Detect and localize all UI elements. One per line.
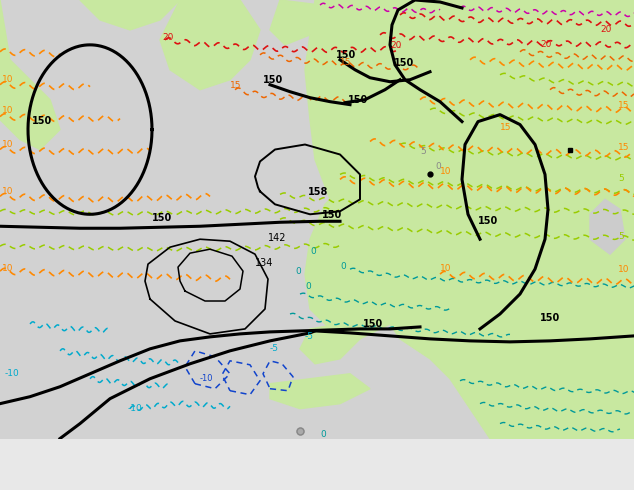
Text: 150: 150 (336, 50, 356, 60)
Text: 10: 10 (2, 75, 13, 84)
Polygon shape (160, 0, 260, 90)
Polygon shape (495, 229, 525, 259)
Polygon shape (270, 374, 370, 409)
Text: ©weatheronline.co.uk: ©weatheronline.co.uk (456, 475, 581, 485)
Polygon shape (300, 324, 360, 364)
Text: 134: 134 (255, 258, 273, 268)
Polygon shape (305, 170, 445, 339)
Text: 15: 15 (500, 122, 512, 132)
Text: 150: 150 (152, 213, 172, 223)
Text: 15: 15 (618, 100, 630, 110)
Text: -10: -10 (200, 374, 214, 383)
Text: 158: 158 (308, 187, 328, 197)
Text: 0: 0 (320, 430, 326, 439)
Text: 10: 10 (2, 106, 13, 115)
Text: 15: 15 (230, 81, 242, 90)
Text: Sa 01-06-2024 06:00 UTC (06+24): Sa 01-06-2024 06:00 UTC (06+24) (355, 453, 576, 466)
Text: 10: 10 (2, 264, 13, 273)
Polygon shape (305, 0, 634, 439)
Polygon shape (520, 195, 570, 249)
Text: 15: 15 (340, 58, 351, 67)
Text: 5: 5 (618, 174, 624, 183)
Text: 10: 10 (440, 168, 451, 176)
Text: 15: 15 (618, 143, 630, 151)
Polygon shape (365, 0, 570, 189)
Polygon shape (590, 199, 625, 254)
Text: 150: 150 (263, 75, 283, 85)
Text: Height/Temp. 850 hPa [gdmp][°C] ECMWF: Height/Temp. 850 hPa [gdmp][°C] ECMWF (6, 453, 270, 466)
Text: 20: 20 (390, 41, 401, 50)
Polygon shape (0, 0, 60, 149)
Text: 10: 10 (2, 140, 13, 148)
Text: 0: 0 (435, 163, 441, 172)
Text: 20: 20 (540, 40, 552, 49)
Text: 150: 150 (348, 95, 368, 105)
Text: 142: 142 (268, 233, 287, 243)
Text: -5: -5 (305, 332, 314, 341)
Polygon shape (270, 0, 320, 45)
Text: 150: 150 (363, 319, 383, 329)
Text: 150: 150 (32, 116, 52, 125)
Text: 150: 150 (394, 58, 414, 68)
Text: 0: 0 (305, 282, 311, 291)
Text: 5: 5 (618, 232, 624, 241)
Text: 10: 10 (2, 187, 13, 196)
Polygon shape (80, 0, 180, 30)
Text: 10: 10 (440, 264, 451, 273)
Text: 150: 150 (322, 210, 342, 221)
Polygon shape (395, 254, 440, 319)
Text: -5: -5 (270, 344, 279, 353)
Text: 10: 10 (618, 265, 630, 274)
Text: 150: 150 (540, 313, 560, 323)
Text: 0: 0 (340, 262, 346, 271)
Text: 5: 5 (420, 147, 426, 156)
Text: 0: 0 (295, 267, 301, 276)
Text: -10: -10 (5, 369, 20, 378)
Text: 0: 0 (310, 247, 316, 256)
Text: 20: 20 (600, 25, 611, 34)
Text: 150: 150 (478, 216, 498, 226)
Text: -10: -10 (128, 404, 143, 413)
Text: 20: 20 (162, 33, 173, 42)
